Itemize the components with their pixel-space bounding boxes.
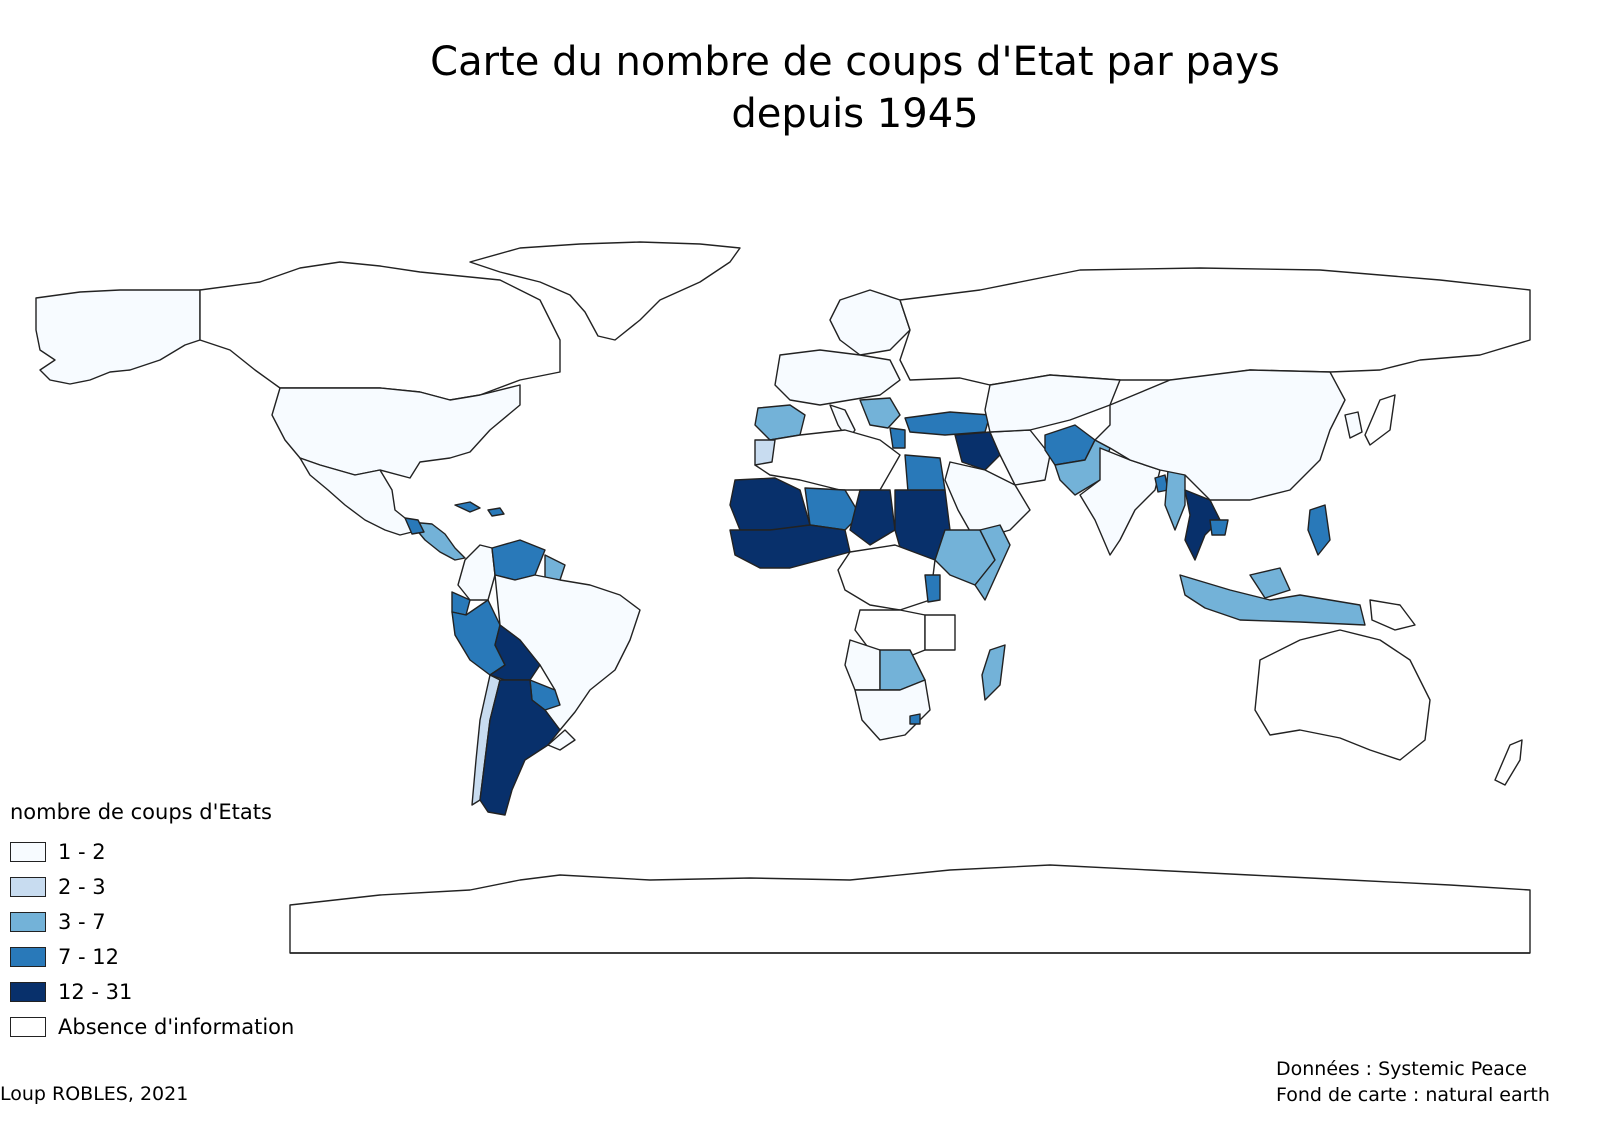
region-venezuela — [491, 539, 546, 581]
region-colombia — [457, 544, 496, 601]
legend-label-6: Absence d'information — [58, 1014, 295, 1039]
region-turkey — [904, 411, 991, 436]
region-haiti — [487, 507, 505, 517]
region-canada — [199, 261, 561, 401]
author-credit: Loup ROBLES, 2021 — [0, 1083, 189, 1105]
region-china — [1094, 369, 1346, 501]
region-syria-iraq — [954, 431, 1001, 471]
basemap-source: Fond de carte : natural earth — [1276, 1084, 1550, 1106]
region-tanzania — [924, 614, 956, 651]
legend-swatch-6 — [10, 1016, 46, 1037]
region-cambodia — [1209, 519, 1229, 536]
legend-swatch-5 — [10, 981, 46, 1002]
region-greenland — [469, 241, 741, 341]
legend-item-5: 12 - 31 — [10, 974, 294, 1009]
region-central-asia — [984, 374, 1121, 433]
sources: Données : Systemic Peace Fond de carte :… — [1276, 1056, 1550, 1108]
legend-swatch-4 — [10, 946, 46, 967]
region-philippines — [1307, 504, 1331, 556]
region-madagascar — [981, 644, 1006, 701]
region-central-africa — [837, 544, 936, 611]
region-uganda — [924, 574, 941, 603]
legend-label-2: 2 - 3 — [58, 874, 106, 899]
region-new-zealand — [1494, 739, 1523, 786]
region-argentina — [479, 679, 561, 816]
legend-label-4: 7 - 12 — [58, 944, 120, 969]
region-borneo — [1249, 567, 1291, 599]
legend-swatch-3 — [10, 911, 46, 932]
region-scandinavia — [829, 289, 911, 356]
region-western-europe — [774, 349, 901, 406]
legend-item-4: 7 - 12 — [10, 939, 294, 974]
region-thailand — [1184, 489, 1221, 561]
region-myanmar — [1164, 469, 1186, 531]
region-greece — [889, 427, 906, 449]
legend: nombre de coups d'Etats 1 - 2 2 - 3 3 - … — [10, 800, 294, 1044]
region-antarctica — [289, 864, 1531, 954]
region-caribbean — [454, 501, 481, 513]
region-australia — [1254, 629, 1431, 761]
region-russia — [899, 267, 1531, 386]
legend-item-3: 3 - 7 — [10, 904, 294, 939]
region-guyana — [544, 554, 566, 581]
region-mauritania-mali — [729, 477, 811, 531]
region-alaska — [35, 289, 201, 385]
map-title: Carte du nombre de coups d'Etat par pays… — [430, 39, 1280, 137]
region-uruguay — [547, 729, 576, 751]
region-japan — [1364, 394, 1396, 446]
data-source: Données : Systemic Peace — [1276, 1058, 1527, 1080]
region-guatemala — [404, 517, 425, 535]
region-west-africa — [729, 524, 851, 569]
legend-swatch-2 — [10, 876, 46, 897]
legend-swatch-1 — [10, 841, 46, 862]
region-somalia — [974, 524, 1011, 601]
region-indonesia — [1179, 574, 1366, 626]
region-egypt — [904, 454, 946, 493]
region-southern-africa — [854, 679, 931, 741]
region-lesotho — [909, 713, 921, 725]
legend-item-6: Absence d'information — [10, 1009, 294, 1044]
legend-title: nombre de coups d'Etats — [10, 800, 272, 824]
region-korea — [1344, 411, 1363, 439]
region-morocco — [754, 439, 776, 466]
legend-item-1: 1 - 2 — [10, 834, 294, 869]
legend-label-3: 3 - 7 — [58, 909, 106, 934]
region-balkans — [859, 397, 901, 429]
legend-label-1: 1 - 2 — [58, 839, 106, 864]
legend-label-5: 12 - 31 — [58, 979, 133, 1004]
region-arabia — [944, 461, 1031, 541]
region-png — [1369, 599, 1416, 631]
region-chad — [849, 489, 896, 546]
legend-item-2: 2 - 3 — [10, 869, 294, 904]
